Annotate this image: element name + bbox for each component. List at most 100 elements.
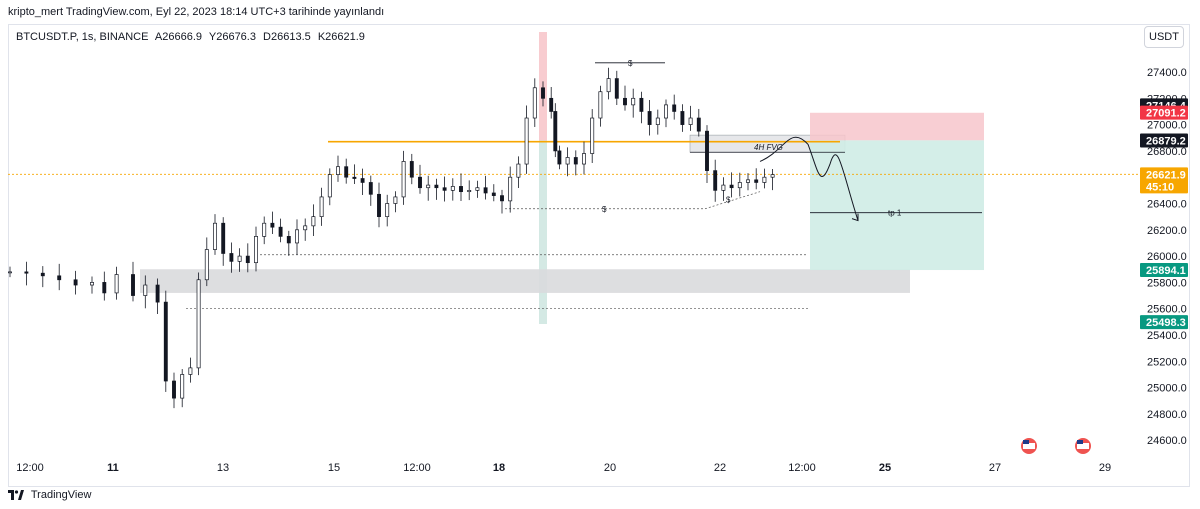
candle[interactable] [524,117,529,165]
candle[interactable] [385,203,390,217]
candle[interactable] [770,174,775,178]
candle[interactable] [606,78,611,93]
us-event-flag-icon[interactable] [1075,438,1091,454]
candle[interactable] [426,184,431,189]
candle[interactable] [163,301,168,382]
stop-loss-zone [810,112,984,141]
candle[interactable] [762,176,767,183]
candle[interactable] [270,222,275,228]
us-event-flag-icon[interactable] [1021,438,1037,454]
candle[interactable] [434,184,439,189]
candle[interactable] [262,222,267,237]
candle[interactable] [213,222,217,250]
candle[interactable] [311,216,316,227]
candle[interactable] [409,161,414,178]
candle[interactable] [319,196,324,218]
candle[interactable] [327,174,332,198]
candle[interactable] [459,186,463,193]
candle[interactable] [467,190,472,193]
candle[interactable] [508,176,513,202]
candle[interactable] [360,178,365,183]
candle[interactable] [565,157,570,165]
candle[interactable] [204,249,209,281]
candle[interactable] [393,196,398,204]
candle[interactable] [664,104,668,119]
candle[interactable] [286,236,291,244]
candle[interactable] [590,117,595,154]
candle[interactable] [196,279,201,369]
candle[interactable] [90,282,94,286]
currency-button[interactable]: USDT [1144,26,1184,48]
candle[interactable] [483,187,488,194]
price-badge [1140,105,1188,120]
candle[interactable] [442,187,447,191]
candle[interactable] [582,153,586,165]
x-axis-tick: 25 [879,462,891,474]
candle[interactable] [598,91,603,119]
candle[interactable] [131,274,135,296]
candle[interactable] [746,179,750,183]
candle[interactable] [221,222,226,254]
liquidity-high-label: $ [628,59,633,68]
candle[interactable] [655,117,660,125]
candle[interactable] [532,87,537,119]
tradingview-logo-icon [8,490,24,501]
candle[interactable] [680,111,685,125]
candle[interactable] [721,184,726,191]
candle[interactable] [295,229,299,244]
x-axis-tick: 15 [328,462,340,474]
candle[interactable] [377,193,381,217]
candle[interactable] [114,274,119,294]
candle[interactable] [491,192,496,196]
candle[interactable] [237,255,242,262]
candle[interactable] [172,380,176,399]
candle[interactable] [254,236,258,264]
candle[interactable] [344,166,349,178]
candle[interactable] [639,97,644,112]
candle[interactable] [729,184,734,189]
candle[interactable] [278,226,283,237]
candle[interactable] [475,187,480,191]
candle[interactable] [754,179,759,183]
candle[interactable] [631,97,636,106]
candle[interactable] [102,282,107,294]
candle[interactable] [705,130,709,171]
candle[interactable] [623,97,627,106]
candle[interactable] [368,182,373,195]
candle[interactable] [696,117,701,132]
candle[interactable] [553,111,558,152]
candle[interactable] [737,182,742,189]
candle[interactable] [688,117,693,125]
symbol-name[interactable]: BTCUSDT.P, 1s, BINANCE [16,31,149,43]
candle[interactable] [450,186,455,191]
candle[interactable] [245,255,250,264]
candle[interactable] [672,104,677,112]
candle[interactable] [40,272,45,277]
candle[interactable] [352,176,357,179]
candle[interactable] [73,279,78,286]
candle[interactable] [155,284,160,303]
candle[interactable] [229,253,234,262]
candle[interactable] [573,157,578,165]
candle[interactable] [57,275,62,281]
candle[interactable] [401,161,406,198]
candle[interactable] [549,97,554,112]
candle[interactable] [303,225,308,231]
candle[interactable] [180,374,185,399]
candle[interactable] [516,163,521,178]
candle[interactable] [336,166,340,175]
candle[interactable] [188,367,193,375]
candle[interactable] [557,150,562,165]
candle[interactable] [8,271,12,274]
candle[interactable] [713,170,718,191]
footer-brand: TradingView [30,489,92,501]
candle[interactable] [500,195,504,202]
candle[interactable] [614,78,619,99]
candle[interactable] [418,176,422,189]
candle[interactable] [647,111,652,125]
chart-pane[interactable] [8,24,1190,487]
candle[interactable] [541,87,545,99]
candle[interactable] [24,271,29,274]
candle[interactable] [143,284,148,296]
